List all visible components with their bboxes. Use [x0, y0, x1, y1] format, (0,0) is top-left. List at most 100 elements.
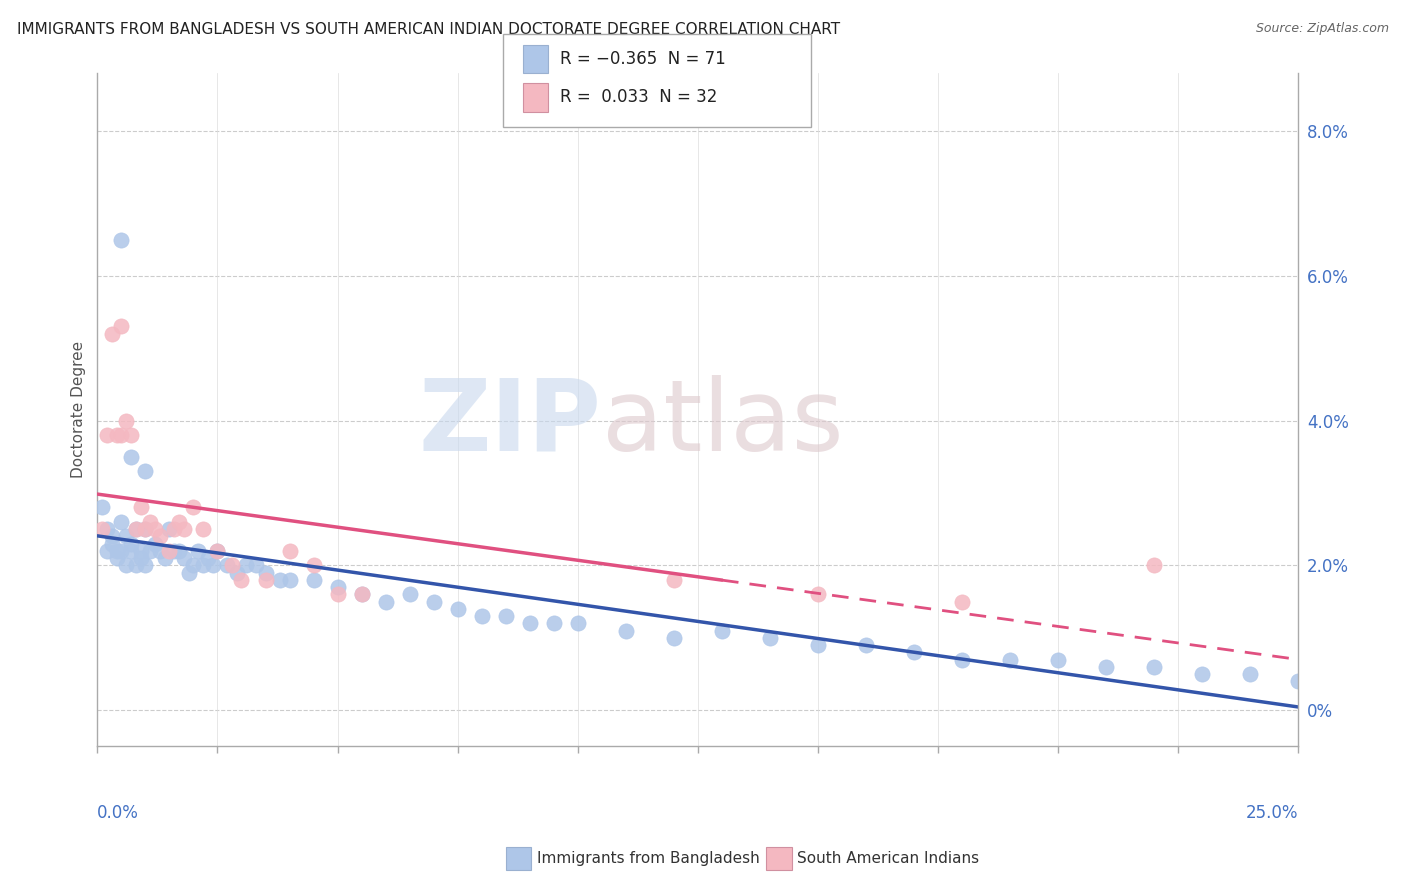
Point — [245, 558, 267, 573]
Point — [134, 558, 156, 573]
Point — [201, 558, 224, 573]
Point — [662, 573, 685, 587]
Point — [519, 616, 541, 631]
Point — [1143, 659, 1166, 673]
Point — [278, 544, 301, 558]
Point — [374, 594, 396, 608]
Point — [302, 558, 325, 573]
Point — [143, 522, 166, 536]
Point — [759, 631, 782, 645]
Point — [710, 624, 733, 638]
Point — [105, 551, 128, 566]
Point — [807, 587, 830, 601]
Point — [129, 500, 152, 515]
Point — [167, 544, 190, 558]
Point — [855, 638, 877, 652]
Point — [96, 544, 118, 558]
Point — [422, 594, 444, 608]
Text: 25.0%: 25.0% — [1246, 805, 1299, 822]
Point — [110, 233, 132, 247]
Point — [110, 319, 132, 334]
Point — [221, 558, 243, 573]
Text: ZIP: ZIP — [419, 375, 602, 472]
Point — [105, 428, 128, 442]
Point — [134, 522, 156, 536]
Text: 0.0%: 0.0% — [97, 805, 139, 822]
Point — [91, 500, 114, 515]
Point — [197, 551, 219, 566]
Point — [100, 529, 122, 543]
Point — [567, 616, 589, 631]
Text: South American Indians: South American Indians — [797, 851, 980, 865]
Point — [1239, 667, 1261, 681]
Point — [495, 609, 517, 624]
Point — [157, 522, 180, 536]
Text: IMMIGRANTS FROM BANGLADESH VS SOUTH AMERICAN INDIAN DOCTORATE DEGREE CORRELATION: IMMIGRANTS FROM BANGLADESH VS SOUTH AMER… — [17, 22, 839, 37]
Point — [105, 544, 128, 558]
Text: Immigrants from Bangladesh: Immigrants from Bangladesh — [537, 851, 759, 865]
Point — [125, 522, 148, 536]
Point — [100, 326, 122, 341]
Point — [254, 573, 277, 587]
Point — [235, 558, 257, 573]
Point — [398, 587, 420, 601]
Point — [807, 638, 830, 652]
Point — [149, 544, 172, 558]
Point — [950, 594, 973, 608]
Point — [129, 544, 152, 558]
Point — [207, 544, 229, 558]
Point — [217, 558, 239, 573]
Point — [120, 544, 142, 558]
Point — [447, 602, 470, 616]
Point — [134, 522, 156, 536]
Point — [120, 536, 142, 550]
Point — [1191, 667, 1213, 681]
Point — [543, 616, 565, 631]
Point — [326, 580, 349, 594]
Text: Source: ZipAtlas.com: Source: ZipAtlas.com — [1256, 22, 1389, 36]
Point — [350, 587, 373, 601]
Point — [1000, 652, 1022, 666]
Point — [183, 500, 205, 515]
Y-axis label: Doctorate Degree: Doctorate Degree — [72, 341, 86, 478]
Point — [471, 609, 494, 624]
Point — [225, 566, 247, 580]
Point — [614, 624, 637, 638]
Point — [302, 573, 325, 587]
Point — [903, 645, 925, 659]
Point — [173, 551, 195, 566]
Point — [326, 587, 349, 601]
Point — [100, 536, 122, 550]
Point — [191, 558, 214, 573]
Point — [139, 515, 162, 529]
Point — [96, 522, 118, 536]
Point — [115, 413, 138, 427]
Point — [139, 544, 162, 558]
Text: R = −0.365  N = 71: R = −0.365 N = 71 — [560, 50, 725, 68]
Point — [143, 536, 166, 550]
Point — [110, 544, 132, 558]
Point — [191, 522, 214, 536]
Point — [163, 522, 186, 536]
Point — [129, 551, 152, 566]
Point — [110, 515, 132, 529]
Point — [177, 566, 200, 580]
Point — [254, 566, 277, 580]
Point — [115, 558, 138, 573]
Point — [157, 544, 180, 558]
Point — [96, 428, 118, 442]
Point — [1288, 674, 1310, 689]
Point — [183, 558, 205, 573]
Point — [1047, 652, 1070, 666]
Point — [950, 652, 973, 666]
Point — [153, 551, 176, 566]
Point — [231, 573, 253, 587]
Point — [115, 529, 138, 543]
Point — [120, 428, 142, 442]
Point — [269, 573, 291, 587]
Point — [125, 558, 148, 573]
Point — [662, 631, 685, 645]
Text: R =  0.033  N = 32: R = 0.033 N = 32 — [560, 88, 717, 106]
Point — [187, 544, 209, 558]
Point — [120, 450, 142, 464]
